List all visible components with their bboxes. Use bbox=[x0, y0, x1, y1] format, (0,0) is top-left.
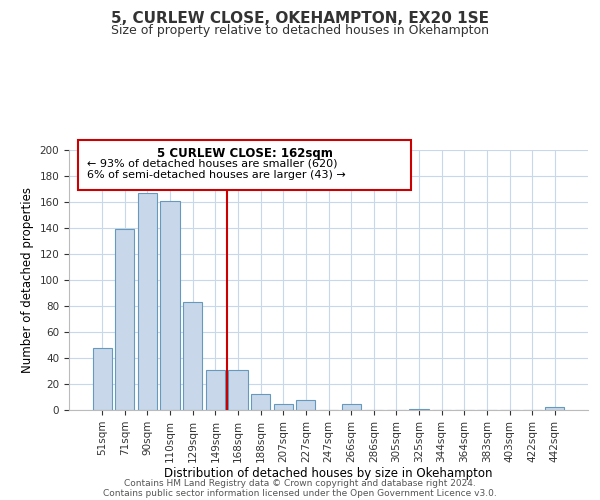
Bar bbox=[115, 230, 134, 410]
X-axis label: Distribution of detached houses by size in Okehampton: Distribution of detached houses by size … bbox=[164, 468, 493, 480]
Bar bbox=[274, 404, 293, 410]
Bar bbox=[160, 200, 180, 410]
Text: 6% of semi-detached houses are larger (43) →: 6% of semi-detached houses are larger (4… bbox=[87, 170, 346, 180]
Text: ← 93% of detached houses are smaller (620): ← 93% of detached houses are smaller (62… bbox=[87, 158, 337, 168]
Bar bbox=[251, 394, 270, 410]
Bar bbox=[545, 408, 565, 410]
Text: Contains HM Land Registry data © Crown copyright and database right 2024.: Contains HM Land Registry data © Crown c… bbox=[124, 478, 476, 488]
Bar bbox=[138, 193, 157, 410]
Y-axis label: Number of detached properties: Number of detached properties bbox=[21, 187, 34, 373]
Text: Contains public sector information licensed under the Open Government Licence v3: Contains public sector information licen… bbox=[103, 488, 497, 498]
Bar bbox=[409, 408, 428, 410]
Text: 5 CURLEW CLOSE: 162sqm: 5 CURLEW CLOSE: 162sqm bbox=[157, 146, 332, 160]
Bar bbox=[296, 400, 316, 410]
Bar bbox=[92, 348, 112, 410]
Bar bbox=[206, 370, 225, 410]
Text: Size of property relative to detached houses in Okehampton: Size of property relative to detached ho… bbox=[111, 24, 489, 37]
Bar bbox=[183, 302, 202, 410]
Bar bbox=[229, 370, 248, 410]
Text: 5, CURLEW CLOSE, OKEHAMPTON, EX20 1SE: 5, CURLEW CLOSE, OKEHAMPTON, EX20 1SE bbox=[111, 11, 489, 26]
Bar bbox=[341, 404, 361, 410]
